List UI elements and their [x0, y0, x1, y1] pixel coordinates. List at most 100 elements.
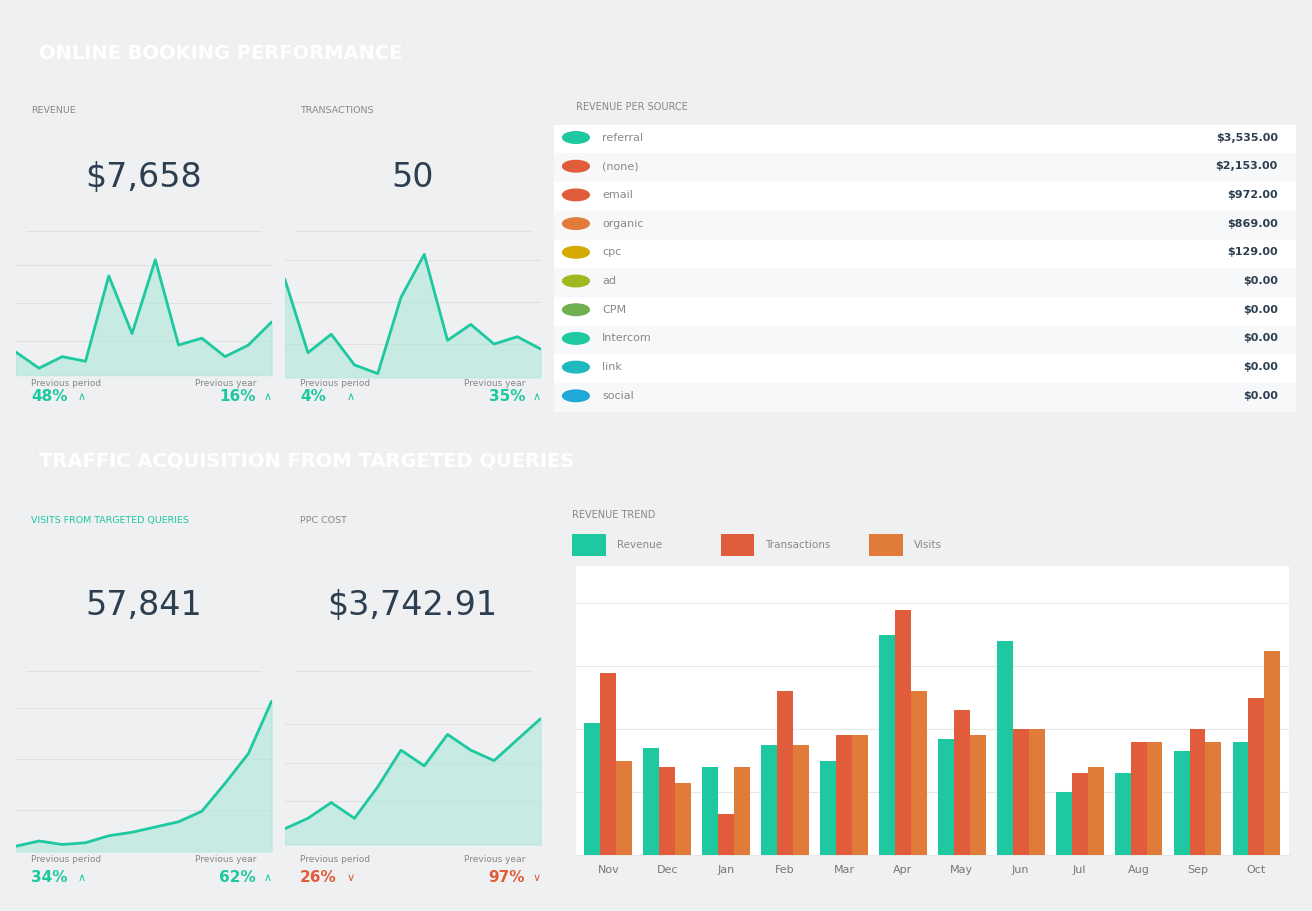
Bar: [1013, 729, 1029, 855]
Text: ∧: ∧: [346, 392, 354, 402]
Text: Previous year: Previous year: [195, 379, 256, 388]
Circle shape: [563, 218, 589, 230]
Text: REVENUE TREND: REVENUE TREND: [572, 510, 656, 520]
Bar: [879, 635, 895, 855]
Bar: [911, 691, 926, 855]
Text: $0.00: $0.00: [1242, 333, 1278, 343]
FancyBboxPatch shape: [554, 383, 1296, 412]
Text: cpc: cpc: [602, 247, 621, 257]
Text: Previous year: Previous year: [464, 379, 525, 388]
Text: 62%: 62%: [219, 870, 256, 885]
Text: TRANSACTIONS: TRANSACTIONS: [300, 106, 374, 115]
Text: 4%: 4%: [300, 389, 325, 404]
FancyBboxPatch shape: [554, 125, 1296, 153]
Text: 26%: 26%: [300, 870, 337, 885]
Text: Previous period: Previous period: [300, 855, 370, 865]
Bar: [761, 745, 777, 855]
Text: ∧: ∧: [264, 392, 272, 402]
Circle shape: [563, 362, 589, 373]
Bar: [676, 783, 691, 855]
Circle shape: [563, 247, 589, 258]
Text: ∨: ∨: [346, 873, 354, 883]
FancyBboxPatch shape: [554, 268, 1296, 297]
Bar: [954, 711, 970, 855]
Bar: [836, 735, 851, 855]
Text: $3,742.91: $3,742.91: [328, 589, 497, 622]
FancyBboxPatch shape: [554, 297, 1296, 325]
Bar: [1029, 729, 1044, 855]
Text: Previous year: Previous year: [195, 855, 256, 865]
Text: link: link: [602, 362, 622, 372]
Text: Previous year: Previous year: [464, 855, 525, 865]
Bar: [1232, 742, 1249, 855]
Text: $2,153.00: $2,153.00: [1215, 161, 1278, 171]
Bar: [851, 735, 867, 855]
FancyBboxPatch shape: [554, 325, 1296, 354]
Bar: [601, 672, 617, 855]
Text: 50: 50: [391, 161, 434, 194]
Circle shape: [563, 132, 589, 143]
Bar: [1088, 767, 1103, 855]
Text: Intercom: Intercom: [602, 333, 652, 343]
Bar: [720, 534, 754, 556]
Bar: [870, 534, 903, 556]
Text: ∧: ∧: [77, 392, 85, 402]
Text: $0.00: $0.00: [1242, 304, 1278, 314]
Text: 97%: 97%: [488, 870, 525, 885]
Bar: [1206, 742, 1221, 855]
Bar: [970, 735, 985, 855]
Text: Previous period: Previous period: [300, 379, 370, 388]
Text: social: social: [602, 391, 634, 401]
Bar: [1174, 752, 1190, 855]
Text: ∧: ∧: [77, 873, 85, 883]
Text: REVENUE PER SOURCE: REVENUE PER SOURCE: [576, 102, 687, 112]
Text: PPC COST: PPC COST: [300, 517, 346, 525]
Bar: [1115, 773, 1131, 855]
Circle shape: [563, 189, 589, 200]
Text: Previous period: Previous period: [31, 855, 101, 865]
Bar: [820, 761, 836, 855]
Text: 57,841: 57,841: [85, 589, 202, 622]
Bar: [777, 691, 792, 855]
Bar: [1265, 650, 1281, 855]
Bar: [1190, 729, 1206, 855]
Text: TRAFFIC ACQUISITION FROM TARGETED QUERIES: TRAFFIC ACQUISITION FROM TARGETED QUERIE…: [39, 452, 575, 470]
Text: ∧: ∧: [264, 873, 272, 883]
Bar: [660, 767, 676, 855]
Bar: [1072, 773, 1088, 855]
Bar: [1147, 742, 1162, 855]
Bar: [895, 609, 911, 855]
Circle shape: [563, 390, 589, 402]
Circle shape: [563, 160, 589, 172]
Text: ∧: ∧: [533, 392, 541, 402]
Bar: [718, 814, 735, 855]
Text: referral: referral: [602, 132, 643, 142]
Text: $3,535.00: $3,535.00: [1216, 132, 1278, 142]
Bar: [735, 767, 750, 855]
Text: ad: ad: [602, 276, 615, 286]
Bar: [1056, 792, 1072, 855]
Text: $7,658: $7,658: [85, 161, 202, 194]
Text: $869.00: $869.00: [1227, 219, 1278, 229]
Text: CPM: CPM: [602, 304, 626, 314]
FancyBboxPatch shape: [554, 153, 1296, 182]
Bar: [584, 723, 601, 855]
Text: $0.00: $0.00: [1242, 276, 1278, 286]
Bar: [938, 739, 954, 855]
Circle shape: [563, 333, 589, 344]
Text: $972.00: $972.00: [1227, 189, 1278, 200]
Text: Revenue: Revenue: [617, 540, 663, 550]
Circle shape: [563, 275, 589, 287]
FancyBboxPatch shape: [554, 354, 1296, 383]
Text: VISITS FROM TARGETED QUERIES: VISITS FROM TARGETED QUERIES: [31, 517, 189, 525]
Text: ∨: ∨: [533, 873, 541, 883]
Text: $0.00: $0.00: [1242, 362, 1278, 372]
Text: $0.00: $0.00: [1242, 391, 1278, 401]
Text: 48%: 48%: [31, 389, 68, 404]
Bar: [702, 767, 718, 855]
Bar: [1131, 742, 1147, 855]
Bar: [643, 748, 660, 855]
FancyBboxPatch shape: [554, 240, 1296, 268]
FancyBboxPatch shape: [554, 182, 1296, 210]
Bar: [617, 761, 632, 855]
